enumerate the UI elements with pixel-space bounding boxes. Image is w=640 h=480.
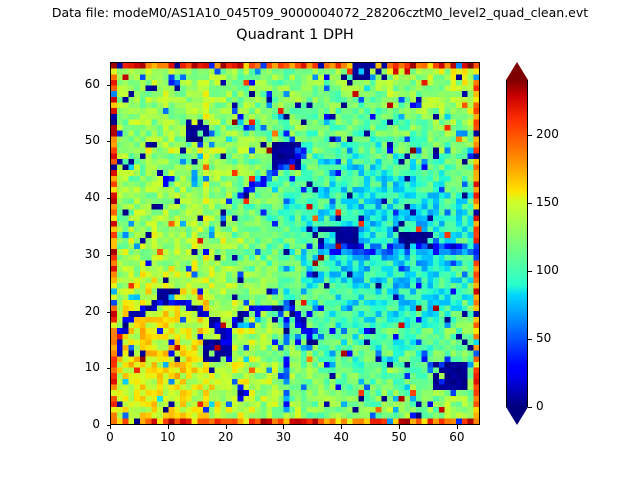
colorbar-tick-mark <box>528 338 532 340</box>
colorbar-tick-mark <box>528 407 532 408</box>
x-tick-mark <box>341 425 343 429</box>
x-tick-mark <box>456 425 458 429</box>
x-tick-label: 30 <box>275 430 292 444</box>
x-tick-label: 40 <box>333 430 349 444</box>
colorbar-tick-label: 100 <box>536 262 559 277</box>
y-tick-label: 60 <box>84 76 100 91</box>
colorbar-tick-label: 50 <box>536 330 552 345</box>
heatmap-image[interactable] <box>111 63 479 424</box>
colorbar-extend-high-arrow-icon <box>506 62 528 80</box>
colorbar-tick-label: 150 <box>536 194 559 209</box>
y-tick-label: 0 <box>92 417 100 431</box>
colorbar-tick-mark <box>528 270 532 272</box>
colorbar-tick-label: 0 <box>536 399 544 413</box>
x-tick-mark <box>399 425 401 429</box>
x-tick-mark <box>110 425 111 429</box>
x-tick-mark <box>167 425 169 429</box>
y-tick-mark <box>106 311 110 313</box>
colorbar-gradient <box>507 80 527 407</box>
y-tick-label: 30 <box>84 246 100 261</box>
x-tick-label: 20 <box>217 430 234 444</box>
x-tick-mark <box>225 425 227 429</box>
y-tick-mark <box>106 425 110 426</box>
colorbar[interactable] <box>506 62 528 425</box>
x-tick-label: 0 <box>106 430 114 444</box>
x-tick-label: 50 <box>391 430 407 444</box>
y-tick-label: 10 <box>84 360 100 375</box>
y-tick-label: 40 <box>84 190 100 205</box>
colorbar-tick-label: 200 <box>536 126 559 141</box>
x-tick-label: 60 <box>449 430 465 444</box>
y-tick-label: 20 <box>84 303 100 318</box>
y-tick-label: 50 <box>84 133 100 148</box>
y-tick-mark <box>106 198 110 200</box>
x-tick-label: 10 <box>160 430 176 444</box>
heatmap-axes[interactable] <box>110 62 480 425</box>
plot-title: Quadrant 1 DPH <box>236 27 354 43</box>
colorbar-extend-low-arrow-icon <box>506 407 528 425</box>
y-tick-mark <box>106 254 110 256</box>
y-tick-mark <box>106 368 110 370</box>
colorbar-tick-mark <box>528 134 532 136</box>
x-tick-mark <box>283 425 285 429</box>
y-tick-mark <box>106 84 110 86</box>
colorbar-gradient-body <box>506 80 528 407</box>
colorbar-tick-mark <box>528 202 532 204</box>
data-file-suptitle: Data file: modeM0/AS1A10_045T09_90000040… <box>51 5 589 20</box>
y-tick-mark <box>106 141 110 143</box>
